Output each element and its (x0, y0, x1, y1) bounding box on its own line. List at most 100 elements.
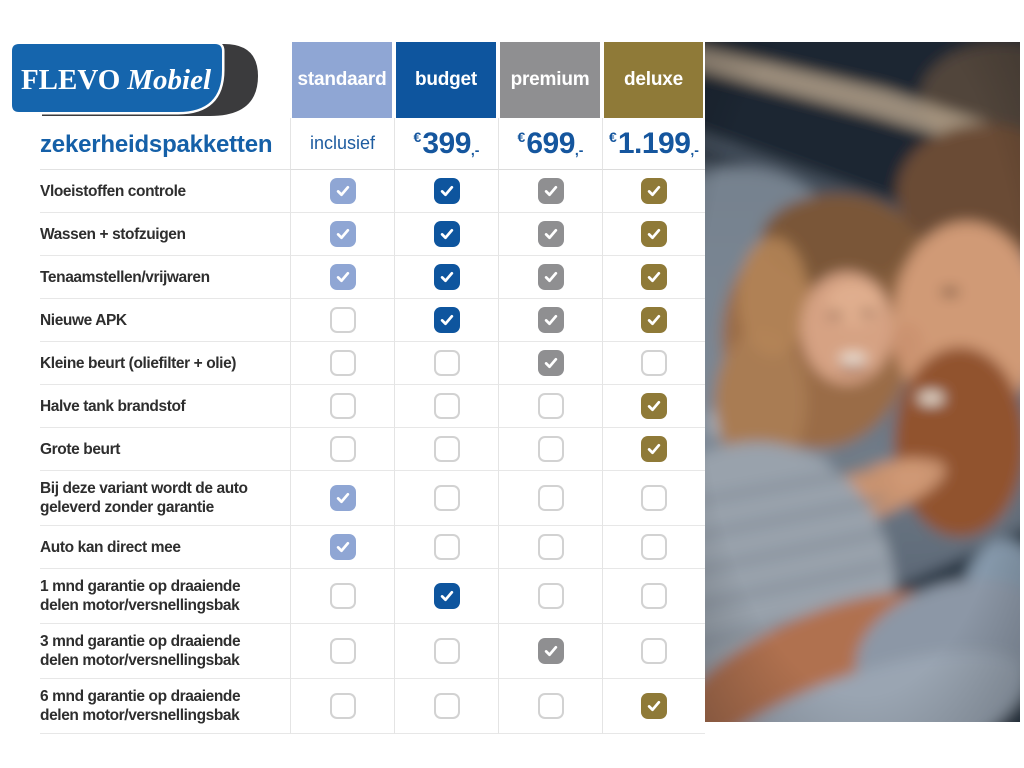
check-cell-standaard (290, 299, 394, 342)
column-header-block: standaard (292, 42, 392, 118)
check-cell-deluxe (602, 299, 705, 342)
feature-label-cell: Grote beurt (40, 428, 290, 471)
currency-symbol: € (517, 128, 526, 145)
check-icon (544, 314, 557, 326)
checkbox (641, 264, 667, 290)
checkbox (329, 583, 356, 609)
price-suffix: ,- (574, 141, 584, 158)
feature-label-cell: Auto kan direct mee (40, 526, 290, 569)
checkbox (641, 393, 667, 419)
price-suffix: ,- (470, 141, 480, 158)
feature-label: delen motor/versnellingsbak (40, 652, 240, 669)
check-cell-standaard (290, 170, 394, 213)
check-cell-premium (498, 170, 602, 213)
check-icon (336, 185, 349, 197)
checkbox (537, 693, 564, 719)
check-cell-budget (394, 428, 498, 471)
check-icon (440, 271, 453, 283)
checkbox (329, 307, 356, 333)
column-header-budget: budget (394, 42, 498, 118)
checkbox (641, 221, 667, 247)
check-cell-premium (498, 385, 602, 428)
feature-label-cell: 1 mnd garantie op draaiende delen motor/v… (40, 569, 290, 624)
feature-label-cell: Tenaamstellen/vrijwaren (40, 256, 290, 299)
check-cell-standaard (290, 342, 394, 385)
feature-label-cell: Halve tank brandstof (40, 385, 290, 428)
checkbox (433, 178, 460, 204)
feature-label: Vloeistoffen controle (40, 182, 186, 200)
checkbox (641, 178, 667, 204)
check-icon (336, 541, 349, 553)
column-header-standaard: standaard (290, 42, 394, 118)
column-header-premium: premium (498, 42, 602, 118)
checkbox (433, 693, 460, 719)
check-cell-budget (394, 385, 498, 428)
checkbox (641, 638, 667, 664)
feature-label: Kleine beurt (oliefilter + olie) (40, 354, 237, 372)
check-cell-budget (394, 213, 498, 256)
feature-label: geleverd zonder garantie (40, 499, 214, 516)
feature-label-cell: 3 mnd garantie op draaiende delen motor/v… (40, 624, 290, 679)
check-cell-standaard (290, 256, 394, 299)
check-icon (647, 314, 661, 326)
feature-label: Tenaamstellen/vrijwaren (40, 268, 210, 286)
column-header-deluxe: deluxe (602, 42, 705, 118)
check-cell-budget (394, 299, 498, 342)
check-icon (440, 590, 453, 602)
checkbox (537, 307, 564, 333)
check-cell-standaard (290, 213, 394, 256)
check-icon (336, 271, 349, 283)
check-icon (544, 645, 557, 657)
column-header-block: budget (396, 42, 496, 118)
photo-vignette (705, 42, 1020, 722)
checkbox (433, 307, 460, 333)
checkbox (329, 221, 356, 247)
check-cell-standaard (290, 385, 394, 428)
checkbox (329, 436, 356, 462)
price-budget: €399 ,- (394, 118, 498, 170)
check-cell-deluxe (602, 526, 705, 569)
check-cell-premium (498, 471, 602, 526)
price-standaard: inclusief (290, 118, 394, 170)
checkbox (329, 350, 356, 376)
checkbox (329, 638, 356, 664)
comparison-table: standaard budget premium deluxe inclusie… (40, 42, 705, 734)
feature-label-cell: Vloeistoffen controle (40, 170, 290, 213)
checkbox (433, 638, 460, 664)
checkbox (537, 583, 564, 609)
check-cell-budget (394, 342, 498, 385)
feature-label: Halve tank brandstof (40, 397, 186, 415)
page-title: zekerheidspakketten (40, 131, 273, 158)
price-text: inclusief (309, 133, 376, 153)
checkbox (433, 350, 460, 376)
checkbox (641, 436, 667, 462)
checkbox (537, 350, 564, 376)
check-icon (440, 228, 453, 240)
check-cell-deluxe (602, 213, 705, 256)
check-icon (544, 185, 557, 197)
check-cell-deluxe (602, 256, 705, 299)
check-icon (647, 400, 661, 412)
checkbox (329, 393, 356, 419)
column-header-label: budget (414, 69, 478, 90)
flevo-mobiel-logo: FLEVO Mobiel (12, 44, 258, 116)
check-cell-standaard (290, 569, 394, 624)
checkbox (329, 485, 356, 511)
price-suffix: ,- (690, 141, 699, 158)
checkbox (537, 221, 564, 247)
check-cell-budget (394, 471, 498, 526)
checkbox (329, 264, 356, 290)
check-icon (544, 271, 557, 283)
check-icon (440, 185, 453, 197)
column-header-block: premium (500, 42, 600, 118)
check-cell-budget (394, 679, 498, 734)
check-icon (336, 228, 349, 240)
currency-symbol: € (609, 128, 617, 145)
feature-label-cell: Kleine beurt (oliefilter + olie) (40, 342, 290, 385)
checkbox (433, 583, 460, 609)
price-deluxe: €1.199 ,- (602, 118, 705, 170)
check-cell-deluxe (602, 170, 705, 213)
logo-panel (12, 44, 225, 115)
feature-label: 6 mnd garantie op draaiende (40, 688, 241, 705)
feature-label: Nieuwe APK (40, 311, 127, 329)
